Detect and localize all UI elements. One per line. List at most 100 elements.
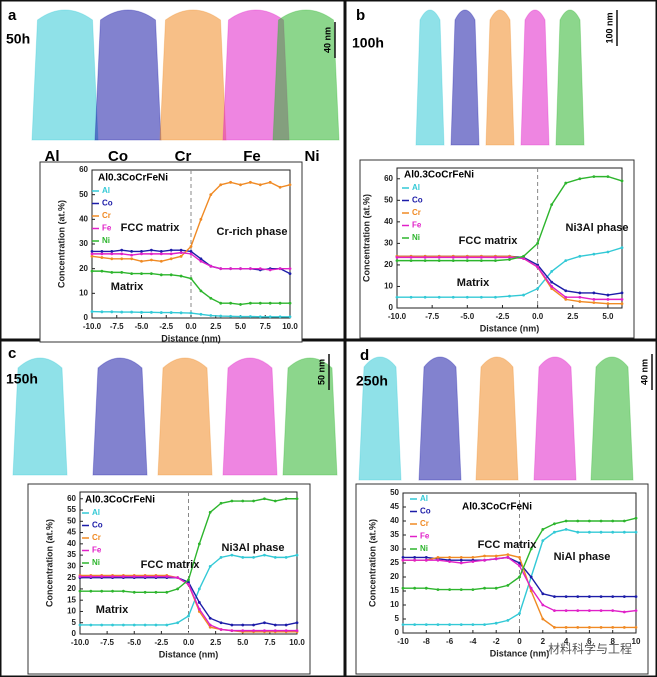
data-point [169,273,173,277]
data-point [576,626,580,629]
data-point [413,558,417,562]
data-point [578,254,582,258]
data-point [230,553,234,557]
apt-tip [533,356,577,481]
y-tick-label: 40 [79,214,88,223]
apt-tip [475,356,519,481]
x-tick-label: -2.5 [159,322,173,331]
x-tick-label: -6 [446,637,454,646]
data-point [150,310,153,314]
data-point [132,575,136,578]
x-tick-label: 0 [517,637,522,646]
data-point [564,181,568,185]
data-point [241,555,245,559]
legend-label: Ni [420,544,428,553]
data-point [508,294,511,298]
data-point [611,626,615,629]
data-point [159,252,163,256]
data-point [606,250,610,254]
y-tick-label: 20 [67,584,76,593]
data-point [219,314,223,318]
data-point [592,252,596,256]
data-point [518,575,521,579]
data-point [451,295,455,299]
data-point [564,289,568,293]
data-point [494,586,498,590]
data-point [494,259,497,263]
x-tick-label: -7.5 [100,638,114,647]
data-point [208,564,212,568]
data-point [479,259,483,263]
data-point [606,297,610,301]
data-point [159,311,163,314]
y-tick-label: 10 [79,288,88,297]
y-tick-label: 20 [390,572,399,581]
data-point [483,558,486,562]
y-axis-label: Concentration (at.%) [367,519,377,607]
data-point [263,629,266,633]
data-point [606,302,610,306]
data-point [518,612,521,615]
annotation: FCC matrix [141,559,201,571]
data-point [90,269,94,273]
data-point [150,258,153,262]
y-tick-label: 40 [67,539,76,548]
data-point [423,255,427,259]
data-point [189,245,193,248]
data-point [239,183,242,187]
data-point [622,519,626,523]
data-point [189,250,193,253]
x-tick-label: 5.0 [602,312,614,321]
data-point [258,267,262,271]
legend-label: Fe [412,221,422,230]
data-point [268,180,272,184]
x-tick-label: -7.5 [425,312,439,321]
data-point [564,297,568,301]
data-point [278,315,282,319]
data-point [459,556,463,559]
data-point [143,623,147,627]
data-point [249,267,252,271]
data-point [599,595,603,598]
annotation: FCC matrix [459,235,519,247]
element-label: Al [45,148,60,165]
data-point [436,556,440,559]
data-point [176,587,180,591]
x-tick-label: -10 [397,637,409,646]
data-point [140,310,143,314]
apt-tip [222,357,278,476]
data-point [229,180,233,184]
data-point [189,252,193,256]
data-point [576,595,580,598]
data-point [483,623,486,626]
x-tick-label: -2.5 [496,312,510,321]
data-point [564,528,568,531]
data-point [550,285,554,288]
y-tick-label: 60 [79,165,88,174]
data-point [179,311,183,315]
data-point [494,255,497,259]
data-point [165,575,169,578]
data-point [219,183,223,187]
y-tick-label: 35 [390,530,399,539]
x-tick-label: 2.5 [210,638,222,647]
data-point [179,248,183,252]
apt-tip [418,356,462,481]
y-tick-label: 45 [67,528,76,537]
data-point [553,530,556,534]
data-point [508,255,511,259]
data-point [284,497,288,501]
data-point [483,554,486,558]
x-tick-label: 5.0 [237,638,249,647]
x-tick-label: -5.0 [135,322,149,331]
x-tick-label: -10.0 [71,638,90,647]
data-point [550,203,554,207]
apt-tip [590,356,634,481]
data-point [634,626,638,629]
data-point [592,301,596,305]
annotation: Ni3Al phase [566,222,629,234]
data-point [409,295,413,299]
x-tick-label: -10.0 [388,312,407,321]
data-point [553,626,556,629]
x-tick-label: 8 [610,637,615,646]
